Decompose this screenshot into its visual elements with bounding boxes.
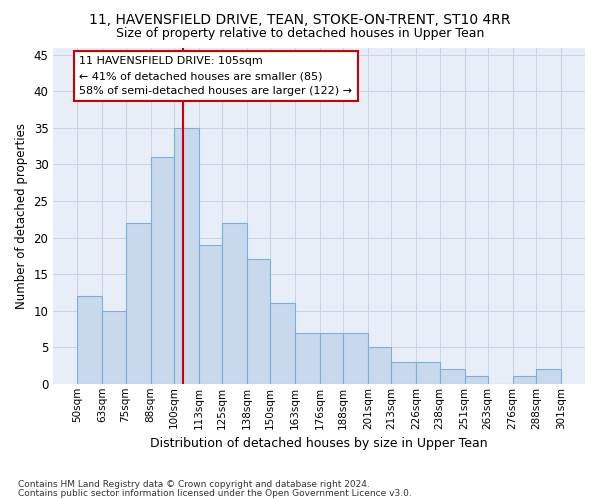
Text: Size of property relative to detached houses in Upper Tean: Size of property relative to detached ho… — [116, 28, 484, 40]
Bar — [199, 245, 222, 384]
Text: Contains public sector information licensed under the Open Government Licence v3: Contains public sector information licen… — [18, 488, 412, 498]
Bar — [343, 332, 368, 384]
Bar — [512, 376, 536, 384]
Bar — [151, 157, 174, 384]
Bar — [247, 260, 270, 384]
Bar — [174, 128, 199, 384]
Bar — [416, 362, 440, 384]
Bar — [464, 376, 488, 384]
Bar — [270, 304, 295, 384]
Bar — [440, 369, 464, 384]
Bar — [222, 223, 247, 384]
X-axis label: Distribution of detached houses by size in Upper Tean: Distribution of detached houses by size … — [151, 437, 488, 450]
Bar — [103, 310, 125, 384]
Bar — [368, 347, 391, 384]
Bar — [320, 332, 343, 384]
Text: 11 HAVENSFIELD DRIVE: 105sqm
← 41% of detached houses are smaller (85)
58% of se: 11 HAVENSFIELD DRIVE: 105sqm ← 41% of de… — [79, 56, 352, 96]
Bar — [391, 362, 416, 384]
Bar — [125, 223, 151, 384]
Bar — [536, 369, 561, 384]
Text: 11, HAVENSFIELD DRIVE, TEAN, STOKE-ON-TRENT, ST10 4RR: 11, HAVENSFIELD DRIVE, TEAN, STOKE-ON-TR… — [89, 12, 511, 26]
Text: Contains HM Land Registry data © Crown copyright and database right 2024.: Contains HM Land Registry data © Crown c… — [18, 480, 370, 489]
Y-axis label: Number of detached properties: Number of detached properties — [15, 122, 28, 308]
Bar — [77, 296, 103, 384]
Bar — [295, 332, 320, 384]
